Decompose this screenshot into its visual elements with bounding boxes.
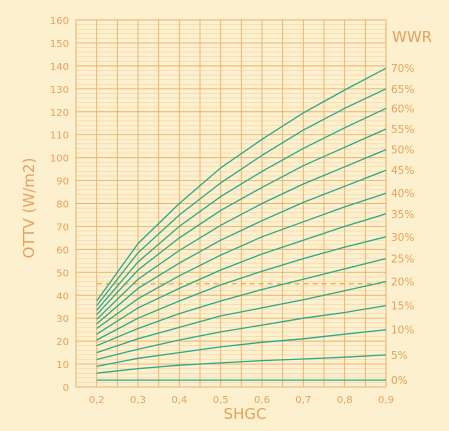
y-tick-label: 90 bbox=[56, 177, 69, 188]
legend-title: WWR bbox=[392, 28, 432, 46]
x-tick-label: 0,2 bbox=[89, 395, 105, 406]
series-labels: 0% 5% 10% 15% 20% 25% 30% 35% 40% 45% 50% 55% 60% 65%… bbox=[391, 63, 414, 387]
x-tick-label: 0,9 bbox=[378, 395, 394, 406]
series-line-55pct bbox=[96, 128, 387, 316]
y-tick-label: 120 bbox=[50, 108, 69, 119]
y-tick-label: 30 bbox=[56, 314, 69, 325]
y-tick-label: 100 bbox=[50, 154, 69, 165]
series-label: 25% bbox=[391, 254, 414, 266]
y-tick-label: 70 bbox=[56, 222, 69, 233]
series-line-65pct bbox=[96, 88, 387, 307]
series-line-10pct bbox=[96, 329, 387, 368]
x-tick-label: 0,4 bbox=[171, 395, 187, 406]
series-line-30pct bbox=[96, 236, 387, 341]
series-label: 35% bbox=[391, 209, 414, 221]
series-line-40pct bbox=[96, 192, 387, 330]
y-tick-labels: 0 10 20 30 40 50 60 70 80 90 100 110 120 130 140 150 160 bbox=[50, 16, 69, 394]
series-line-50pct bbox=[96, 148, 387, 320]
y-tick-label: 0 bbox=[63, 383, 69, 394]
y-tick-label: 20 bbox=[56, 337, 69, 348]
series-label: 45% bbox=[391, 165, 414, 177]
series-lines bbox=[96, 67, 387, 381]
x-tick-label: 0,8 bbox=[337, 395, 353, 406]
x-tick-label: 0,3 bbox=[130, 395, 146, 406]
y-tick-label: 160 bbox=[50, 16, 69, 27]
series-label: 55% bbox=[391, 124, 414, 136]
series-label: 30% bbox=[391, 232, 414, 244]
y-axis-label: OTTV (W/m2) bbox=[20, 158, 38, 259]
series-label: 65% bbox=[391, 84, 414, 96]
y-tick-label: 50 bbox=[56, 268, 69, 279]
y-tick-label: 150 bbox=[50, 39, 69, 50]
y-tick-label: 140 bbox=[50, 62, 69, 73]
y-tick-label: 110 bbox=[50, 131, 69, 142]
x-axis-label: SHGC bbox=[224, 405, 267, 423]
y-tick-label: 130 bbox=[50, 85, 69, 96]
series-line-15pct bbox=[96, 304, 387, 361]
series-label: 60% bbox=[391, 103, 414, 115]
series-label: 20% bbox=[391, 276, 414, 288]
y-tick-label: 10 bbox=[56, 360, 69, 371]
series-label: 70% bbox=[391, 63, 414, 75]
series-line-25pct bbox=[96, 257, 387, 347]
series-label: 5% bbox=[391, 350, 408, 362]
series-label: 50% bbox=[391, 145, 414, 157]
series-line-5pct bbox=[96, 354, 387, 374]
x-tick-label: 0,6 bbox=[254, 395, 270, 406]
y-tick-label: 40 bbox=[56, 291, 69, 302]
y-tick-label: 80 bbox=[56, 200, 69, 211]
series-line-45pct bbox=[96, 169, 387, 325]
y-tick-label: 60 bbox=[56, 245, 69, 256]
series-line-35pct bbox=[96, 213, 387, 335]
series-label: 10% bbox=[391, 325, 414, 337]
grid bbox=[75, 19, 387, 388]
x-tick-label: 0,5 bbox=[213, 395, 229, 406]
series-label: 15% bbox=[391, 301, 414, 313]
series-line-60pct bbox=[96, 107, 387, 311]
series-label: 0% bbox=[391, 375, 408, 387]
series-line-70pct bbox=[96, 67, 387, 302]
x-tick-label: 0,7 bbox=[295, 395, 311, 406]
series-line-20pct bbox=[96, 280, 387, 354]
series-label: 40% bbox=[391, 188, 414, 200]
x-tick-labels: 0,2 0,3 0,4 0,5 0,6 0,7 0,8 0,9 bbox=[89, 395, 394, 406]
